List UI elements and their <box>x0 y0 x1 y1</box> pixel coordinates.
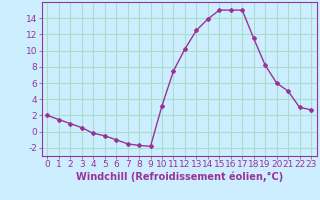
X-axis label: Windchill (Refroidissement éolien,°C): Windchill (Refroidissement éolien,°C) <box>76 172 283 182</box>
